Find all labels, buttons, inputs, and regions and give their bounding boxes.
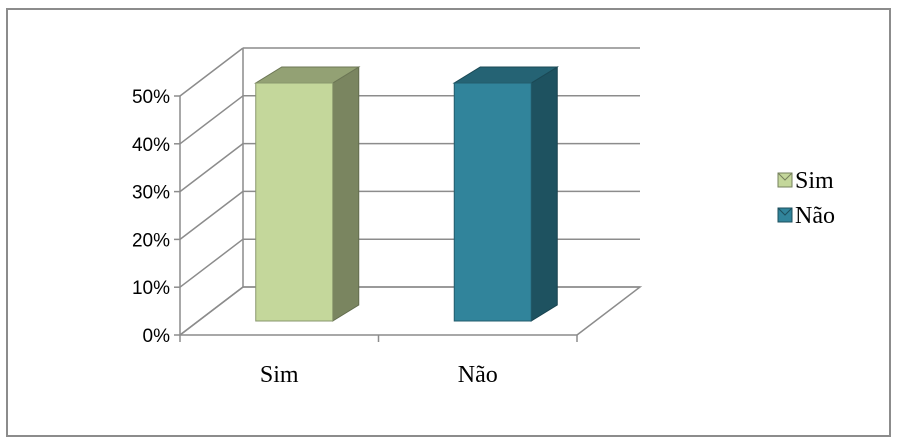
chart-walls bbox=[179, 286, 643, 336]
legend-label: Não bbox=[795, 203, 835, 229]
gridline-depth bbox=[179, 190, 244, 240]
legend-swatch-bevel bbox=[777, 207, 793, 216]
y-tick-labels: 0% 10% 20% 30% 40% 50% bbox=[132, 87, 170, 347]
gridlines bbox=[179, 47, 640, 336]
legend: Sim Não bbox=[777, 168, 835, 229]
legend-item-sim: Sim bbox=[777, 168, 834, 194]
bar-side bbox=[530, 66, 558, 322]
bars bbox=[253, 66, 560, 322]
bar-nao bbox=[452, 66, 560, 322]
axes bbox=[174, 95, 578, 342]
y-tick-label: 10% bbox=[132, 278, 170, 299]
y-tick-label: 50% bbox=[132, 87, 170, 108]
gridline-depth bbox=[179, 95, 244, 145]
bar-side bbox=[332, 66, 360, 322]
floor-outline bbox=[179, 286, 643, 336]
chart-frame bbox=[6, 8, 891, 437]
gridline-depth bbox=[179, 238, 244, 288]
bar-front bbox=[255, 82, 334, 322]
legend-item-nao: Não bbox=[777, 203, 835, 229]
legend-swatch-bevel bbox=[777, 172, 793, 181]
gridline-depth bbox=[179, 47, 244, 97]
y-tick-label: 40% bbox=[132, 135, 170, 156]
gridline-depth bbox=[179, 143, 244, 193]
x-tick-label-sim: Sim bbox=[260, 362, 299, 388]
x-tick-label-nao: Não bbox=[458, 362, 498, 388]
bar-front bbox=[453, 82, 532, 322]
bar-sim bbox=[253, 66, 361, 322]
x-tick-labels: Sim Não bbox=[260, 362, 498, 388]
y-tick-label: 0% bbox=[143, 326, 171, 347]
y-tick-label: 20% bbox=[132, 230, 170, 251]
gridline-depth bbox=[179, 286, 244, 336]
legend-label: Sim bbox=[795, 168, 834, 194]
y-tick-label: 30% bbox=[132, 183, 170, 204]
